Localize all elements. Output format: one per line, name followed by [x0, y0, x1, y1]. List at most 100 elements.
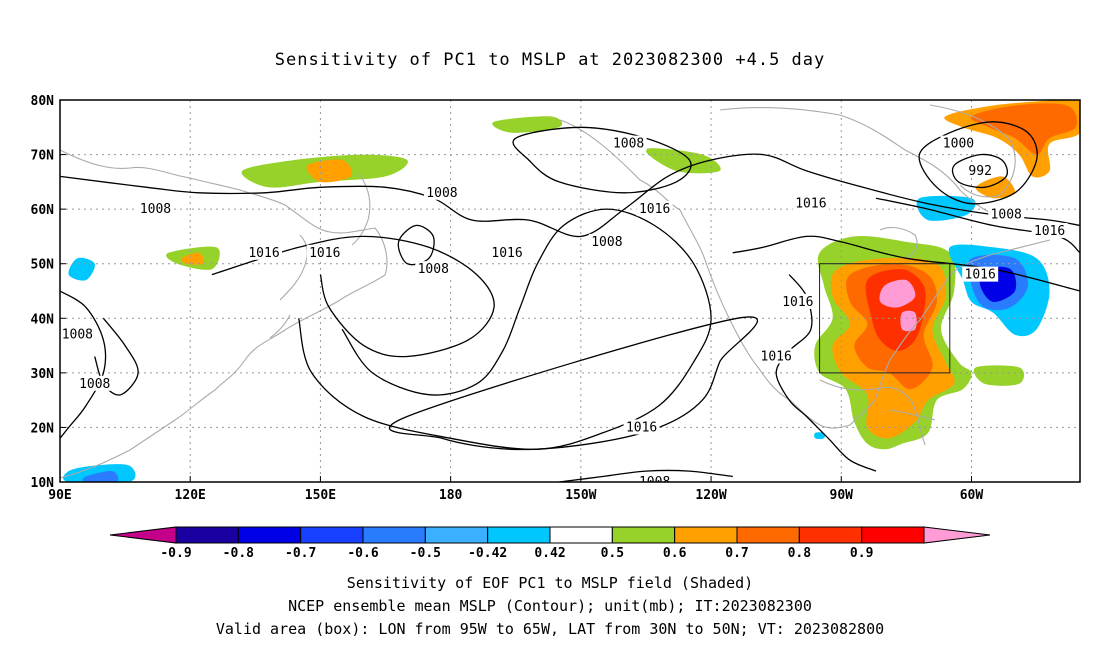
contour-label-text: 1008	[591, 235, 622, 250]
valid-area-box	[819, 263, 951, 374]
lon-tick-label: 120W	[695, 488, 726, 503]
contour-label: 1016	[489, 244, 526, 261]
sensitivity-region	[814, 432, 826, 440]
latitude-axis: 10N 20N 30N 40N 50N 60N 70N 80N	[31, 94, 66, 491]
lon-tick-label: 90E	[48, 488, 71, 503]
contour-label-bg	[792, 195, 829, 211]
plot-area: 1008 1016 1016 1008 1008 1016 1008 1008 1016 1016…	[60, 100, 1080, 490]
contour-label-text: 992	[968, 164, 991, 179]
coastline-greenland	[929, 104, 1016, 198]
colorbar-segment	[362, 526, 426, 544]
sensitivity-region	[973, 365, 1025, 386]
lon-tick-label: 120E	[175, 488, 206, 503]
colorbar-segment	[798, 526, 863, 544]
lat-tick-label: 60N	[31, 203, 55, 218]
contour-label: 992	[966, 162, 995, 179]
coastline-alaska	[559, 119, 706, 261]
contour-line	[211, 235, 495, 358]
contour-label: 1000	[940, 135, 977, 152]
contour-line	[951, 153, 1009, 189]
sensitivity-region	[900, 310, 917, 332]
caption-shaded: Sensitivity of EOF PC1 to MSLP field (Sh…	[346, 574, 754, 592]
contour-line	[60, 290, 107, 439]
colorbar-tick-label: 0.6	[663, 546, 687, 561]
contour-label-bg	[940, 135, 977, 151]
contour-label-bg	[966, 162, 995, 178]
contour-label-bg	[610, 135, 647, 151]
grid-lines	[60, 100, 1080, 482]
colorbar-tick-label: -0.42	[468, 546, 507, 561]
lat-tick-label: 50N	[31, 258, 55, 273]
sensitivity-region	[645, 148, 721, 174]
contour-label-text: 1016	[761, 349, 792, 364]
lon-tick-label: 180	[439, 488, 463, 503]
contour-label: 1008	[588, 233, 625, 250]
colorbar-tick-label: 0.7	[725, 546, 748, 561]
contour-label: 1016	[1031, 222, 1068, 239]
contour-label: 1008	[60, 326, 96, 343]
sensitivity-region	[975, 176, 1016, 199]
colorbar-tick-label: 0.8	[788, 546, 812, 561]
colorbar-tick-label: -0.7	[285, 546, 316, 561]
contour-label-bg	[758, 348, 795, 364]
contour-label-bg	[636, 201, 673, 217]
lat-tick-label: 70N	[31, 149, 55, 164]
contour-label-bg	[489, 244, 526, 260]
sensitivity-region	[879, 279, 916, 308]
coastline-cuba	[889, 409, 936, 421]
contour-label-text: 1016	[639, 202, 670, 217]
contour-line	[775, 274, 877, 472]
contour-label: 1008	[137, 201, 174, 217]
contour-label: 1016	[792, 195, 829, 212]
lat-tick-label: 40N	[31, 312, 55, 327]
colorbar-segment	[424, 526, 489, 544]
contour-label-text: 1016	[248, 246, 279, 261]
contour-line	[60, 153, 1080, 238]
contour-label-bg	[76, 375, 113, 391]
colorbar-segment	[237, 526, 302, 544]
contour-label-text: 1008	[140, 202, 171, 217]
contour-label-text: 1008	[991, 208, 1022, 223]
contour-label-text: 1016	[965, 268, 996, 283]
contour-label-bg	[988, 206, 1025, 222]
lat-tick-label: 20N	[31, 421, 55, 436]
contour-label-text: 1008	[62, 328, 93, 343]
contour-label-text: 1016	[491, 246, 522, 261]
contour-label-text: 1016	[795, 197, 826, 212]
contour-label-bg	[779, 293, 816, 309]
contour-label-bg	[246, 244, 282, 260]
coastline-asia	[60, 149, 388, 479]
contour-label: 1008	[423, 184, 460, 201]
sensitivity-shading	[63, 100, 1080, 482]
longitude-axis: 90E 120E 150E 180 150W 120W 90W 60W	[48, 476, 983, 503]
sensitivity-region	[970, 103, 1078, 155]
colorbar-tick-label: -0.8	[223, 546, 254, 561]
contour-label-text: 1016	[309, 246, 340, 261]
contour-label-bg	[588, 233, 625, 249]
colorbar-tick-label: -0.6	[347, 546, 378, 561]
contour-line	[397, 224, 435, 266]
mslp-contour-labels: 1008 1016 1016 1008 1008 1016 1008 1008 1016 1016…	[60, 135, 1068, 490]
lat-tick-label: 10N	[31, 476, 55, 491]
contour-label: 1008	[76, 375, 113, 392]
contour-line	[875, 197, 1080, 254]
contour-label: 1016	[623, 419, 660, 435]
colorbar-segment	[861, 526, 925, 544]
contour-label: 1008	[610, 135, 647, 152]
caption-valid-area: Valid area (box): LON from 95W to 65W, L…	[215, 620, 885, 638]
contour-label: 1008	[636, 474, 673, 490]
contour-label: 1016	[779, 293, 816, 310]
colorbar: -0.9 -0.8 -0.7 -0.6 -0.5 -0.42 0.42 0.5 0.6 0.7 0.…	[109, 526, 991, 561]
coastline-gulf	[819, 379, 926, 446]
contour-label-text: 1008	[79, 377, 110, 392]
colorbar-segment	[175, 526, 239, 544]
contour-label-bg	[1031, 222, 1068, 238]
contour-label-text: 1000	[943, 137, 974, 152]
colorbar-upper-triangle	[923, 526, 991, 544]
coastline-japan	[269, 234, 308, 339]
contour-label-text: 1008	[613, 137, 644, 152]
lon-tick-label: 150E	[305, 488, 336, 503]
colorbar-segment	[549, 526, 613, 544]
contour-label-text: 1008	[639, 475, 670, 490]
